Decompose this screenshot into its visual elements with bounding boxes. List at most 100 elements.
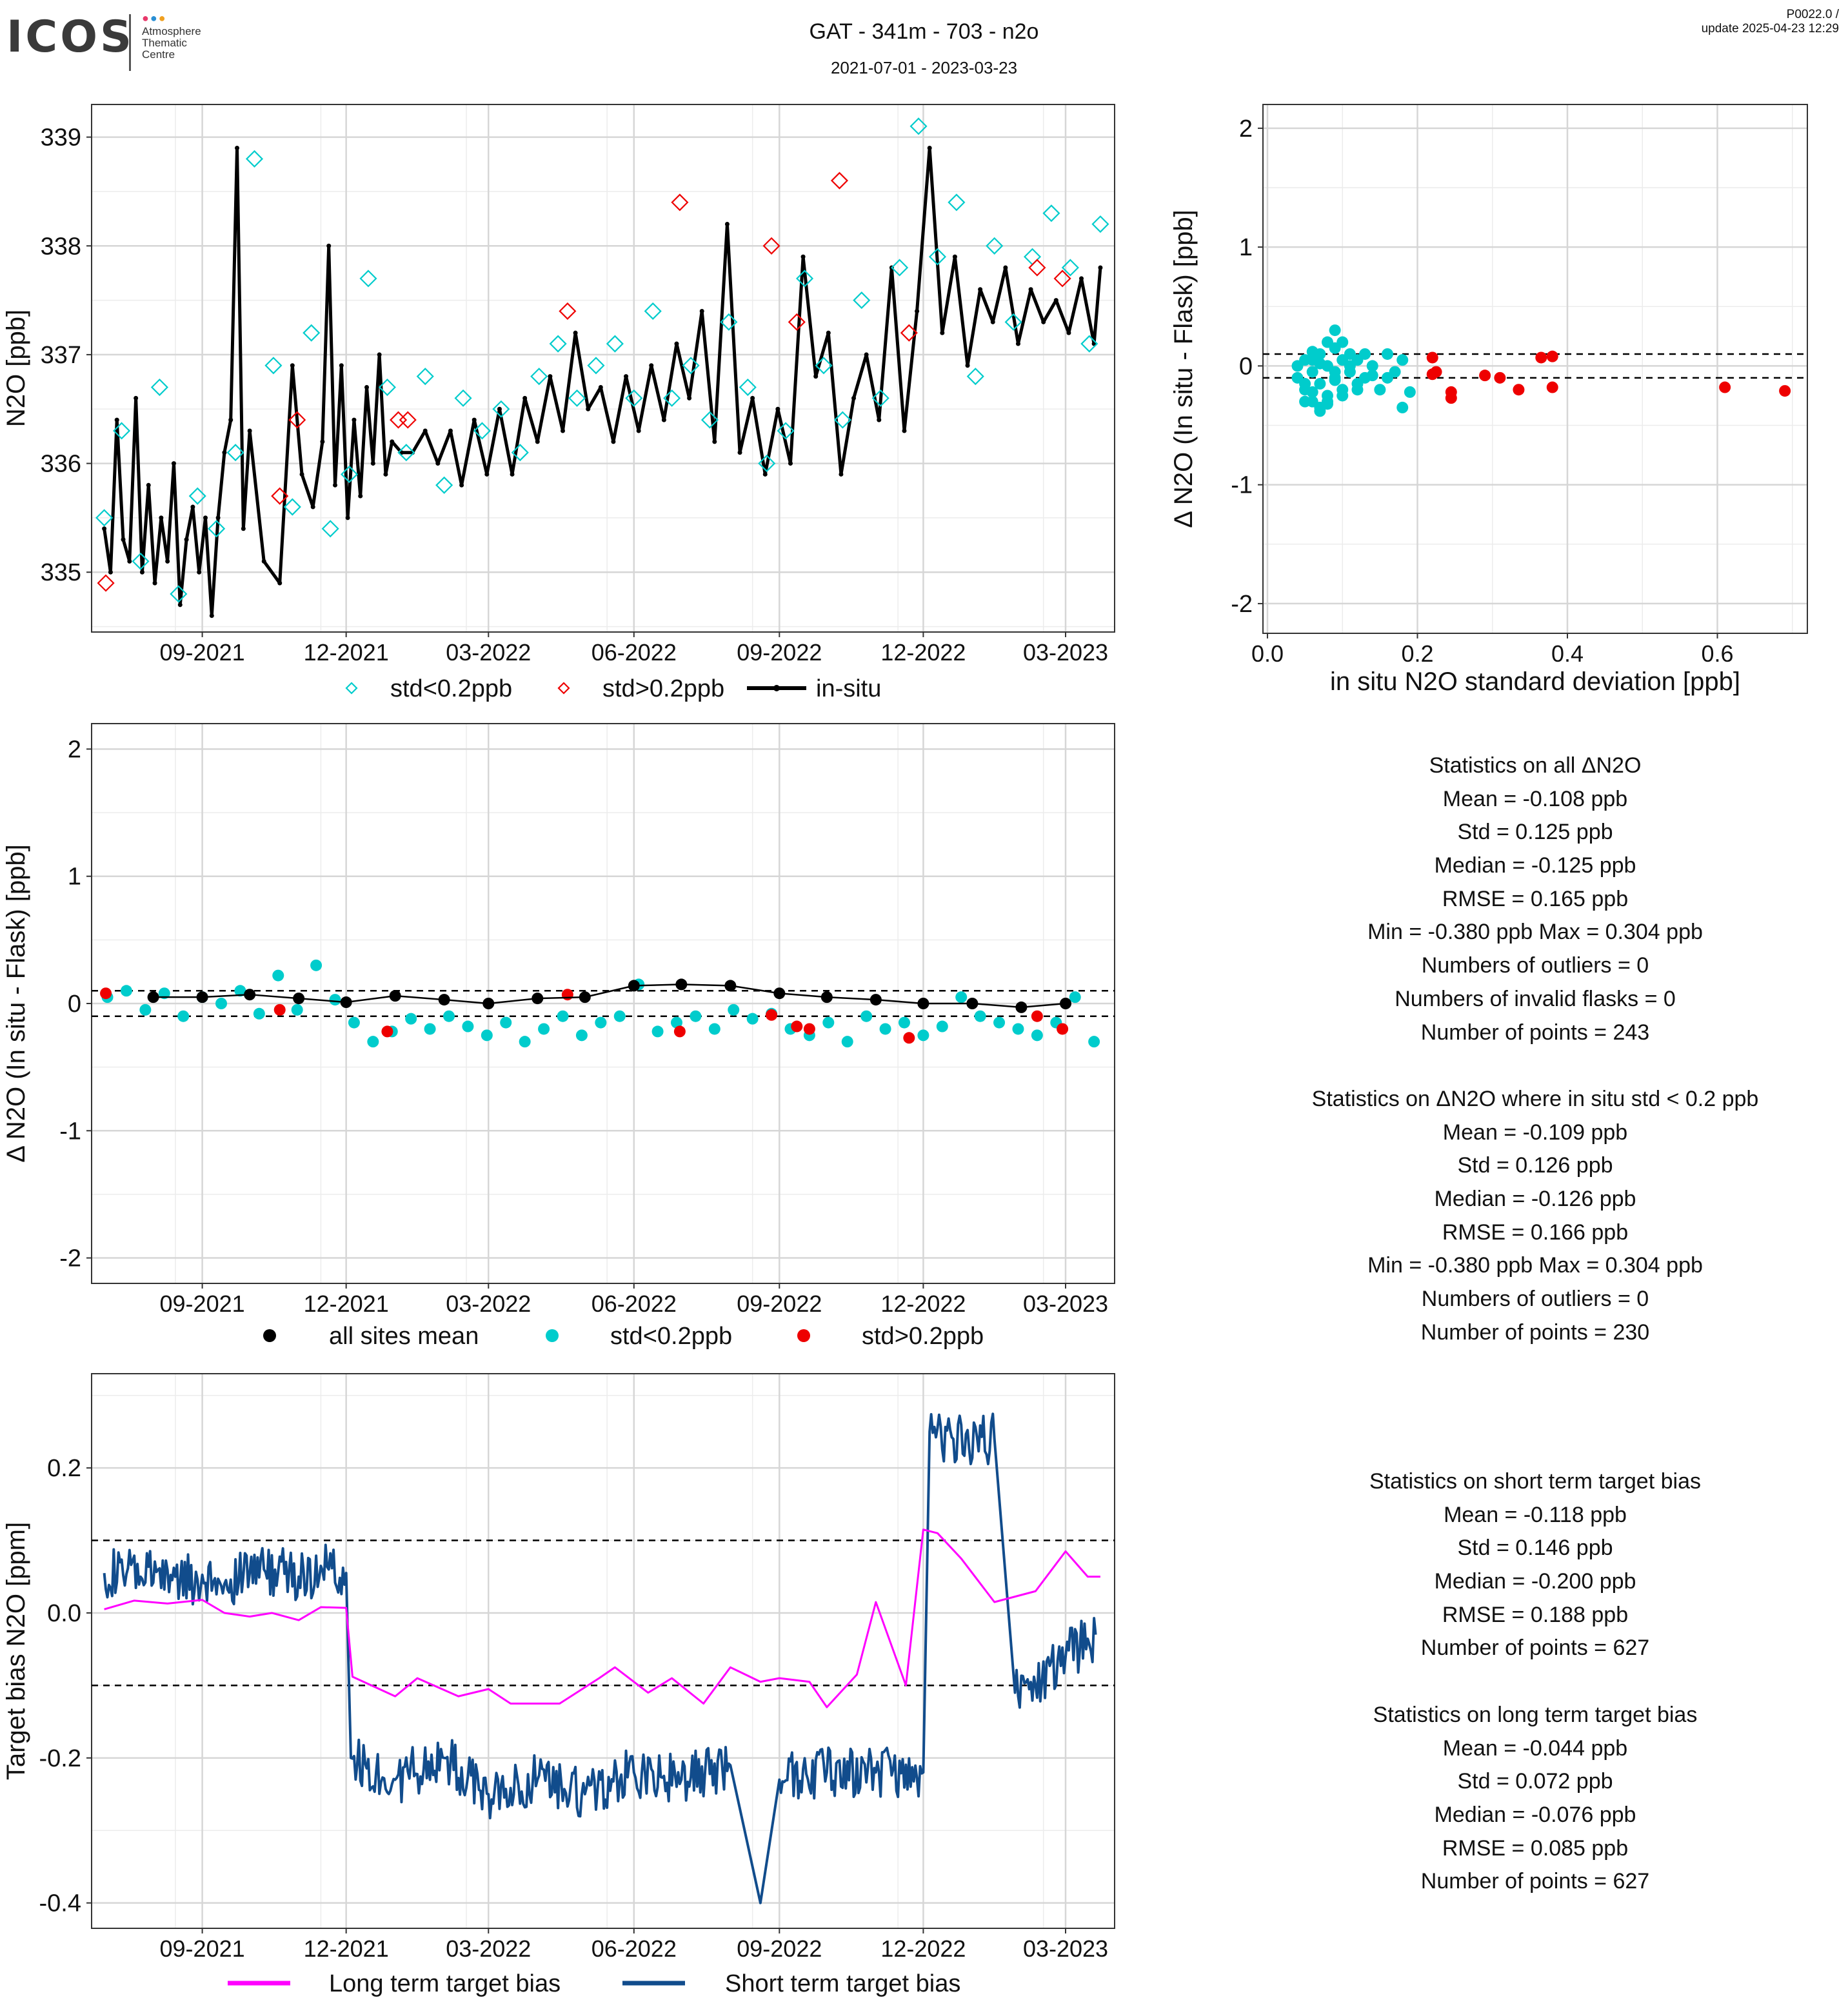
y-tick-label: 339 bbox=[41, 124, 81, 152]
stats-long-title: Statistics on long term target bias bbox=[1373, 1703, 1698, 1727]
x-axis-label: in situ N2O standard deviation [ppb] bbox=[1330, 667, 1740, 696]
scatter-point-low-std bbox=[1321, 336, 1333, 348]
stats-all-line: Min = -0.380 ppb Max = 0.304 ppb bbox=[1367, 920, 1703, 945]
y-axis-label: Δ N2O (In situ - Flask) [ppb] bbox=[1169, 210, 1198, 528]
flask-point-high-std bbox=[1028, 259, 1046, 277]
legend-label: Short term target bias bbox=[725, 1970, 960, 1997]
flask-point-high-std bbox=[762, 237, 780, 255]
flask-point-high-std bbox=[97, 574, 115, 592]
stats-insitu: Statistics on ΔN2O where in situ std < 0… bbox=[1213, 1083, 1848, 1350]
delta-point-low-std bbox=[1069, 991, 1081, 1004]
long-term-bias-line bbox=[104, 1528, 1100, 1708]
scatter-point-low-std bbox=[1306, 386, 1318, 398]
insitu-point bbox=[190, 504, 195, 509]
insitu-point bbox=[472, 417, 477, 422]
insitu-point bbox=[484, 471, 490, 477]
mean-point bbox=[773, 987, 786, 1000]
legend-label: all sites mean bbox=[329, 1323, 479, 1350]
stats-insitu-line: Number of points = 230 bbox=[1420, 1320, 1650, 1345]
mean-point bbox=[1015, 1001, 1028, 1013]
y-tick-label: 0 bbox=[68, 991, 81, 1018]
legend-label: std>0.2ppb bbox=[602, 675, 724, 702]
flask-point-low-std bbox=[492, 400, 510, 418]
legend-key-low-std bbox=[546, 1329, 559, 1342]
x-tick-label: 0.2 bbox=[1401, 640, 1433, 667]
flask-point-low-std bbox=[397, 444, 415, 462]
insitu-point bbox=[171, 461, 176, 466]
flask-point-high-std bbox=[788, 313, 806, 331]
insitu-point bbox=[134, 395, 139, 400]
mean-point bbox=[820, 991, 833, 1004]
x-tick-label: 09-2021 bbox=[160, 1935, 245, 1962]
stats-insitu-line: Mean = -0.109 ppb bbox=[1442, 1120, 1628, 1145]
insitu-point bbox=[209, 613, 214, 618]
x-tick-label: 06-2022 bbox=[591, 639, 677, 666]
flask-point-low-std bbox=[966, 368, 984, 386]
plot-area bbox=[92, 104, 1115, 632]
y-tick-label: 1 bbox=[68, 864, 81, 891]
scatter-point-low-std bbox=[1329, 324, 1341, 337]
plot-border bbox=[91, 1373, 1115, 1929]
delta-point-high-std bbox=[791, 1020, 803, 1033]
insitu-point bbox=[978, 287, 983, 292]
flask-point-low-std bbox=[871, 389, 889, 407]
insitu-point bbox=[902, 428, 907, 433]
legend-key-low-std bbox=[345, 682, 358, 695]
scatter-point-low-std bbox=[1351, 384, 1364, 396]
flask-point-low-std bbox=[568, 389, 586, 407]
scatter-point-low-std bbox=[1396, 354, 1409, 366]
insitu-point bbox=[864, 352, 869, 357]
plot-border bbox=[91, 104, 1115, 633]
flask-point-low-std bbox=[150, 378, 168, 397]
delta-point-low-std bbox=[1031, 1029, 1043, 1042]
insitu-point bbox=[611, 439, 616, 444]
flask-point-low-std bbox=[95, 509, 114, 527]
insitu-point bbox=[1003, 265, 1008, 270]
insitu-point bbox=[940, 330, 945, 335]
insitu-point bbox=[352, 417, 357, 422]
y-tick-label: -1 bbox=[59, 1118, 81, 1145]
insitu-point bbox=[1028, 287, 1033, 292]
x-tick-label: 12-2021 bbox=[304, 1935, 389, 1962]
flask-point-low-std bbox=[739, 378, 757, 397]
delta-point-low-std bbox=[955, 991, 968, 1004]
y-tick-label: -0.4 bbox=[39, 1890, 81, 1917]
mean-point bbox=[244, 989, 256, 1001]
flask-point-low-std bbox=[644, 302, 662, 321]
stats-long-line: RMSE = 0.085 ppb bbox=[1442, 1835, 1629, 1861]
delta-point-low-std bbox=[822, 1016, 835, 1029]
y-tick-label: -2 bbox=[59, 1245, 81, 1272]
delta-point-low-std bbox=[879, 1023, 891, 1035]
delta-point-low-std bbox=[917, 1029, 929, 1042]
delta-point-low-std bbox=[974, 1010, 986, 1022]
flask-point-low-std bbox=[777, 422, 795, 440]
insitu-point bbox=[649, 363, 654, 368]
insitu-point bbox=[364, 385, 370, 390]
insitu-point bbox=[290, 363, 295, 368]
flask-point-low-std bbox=[720, 313, 738, 331]
x-tick-label: 03-2023 bbox=[1023, 1290, 1108, 1317]
insitu-point bbox=[390, 439, 395, 444]
flask-point-low-std bbox=[853, 292, 871, 310]
flask-point-high-std bbox=[830, 172, 849, 190]
stats-insitu-line: Median = -0.126 ppb bbox=[1434, 1187, 1636, 1212]
insitu-point bbox=[228, 417, 233, 422]
insitu-point bbox=[203, 515, 208, 520]
delta-point-low-std bbox=[462, 1020, 474, 1033]
flask-point-low-std bbox=[473, 422, 492, 440]
insitu-point bbox=[102, 526, 107, 531]
x-tick-label: 06-2022 bbox=[591, 1290, 677, 1317]
legend-key-mean bbox=[263, 1329, 276, 1342]
delta-point-high-std bbox=[1057, 1023, 1069, 1035]
version-line: P0022.0 / bbox=[1786, 8, 1839, 21]
delta-point-high-std bbox=[561, 989, 573, 1001]
legend-key-insitu-dot bbox=[773, 685, 780, 691]
flask-point-high-std bbox=[559, 302, 577, 321]
delta-point-low-std bbox=[841, 1036, 853, 1048]
scatter-point-low-std bbox=[1366, 370, 1378, 382]
y-tick-label: 1 bbox=[1239, 234, 1253, 261]
delta-point-high-std bbox=[766, 1009, 778, 1021]
y-tick-label: 336 bbox=[41, 451, 81, 478]
insitu-point bbox=[165, 559, 170, 564]
stats-short-title: Statistics on short term target bias bbox=[1369, 1469, 1701, 1494]
